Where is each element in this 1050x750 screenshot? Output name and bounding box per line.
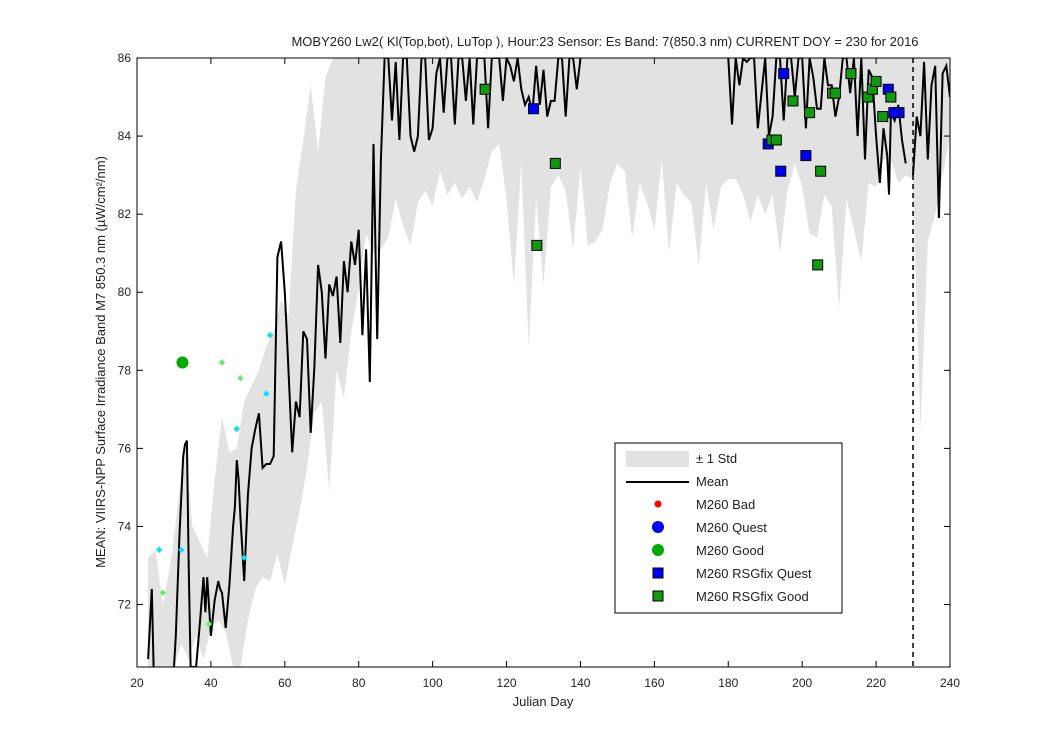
y-tick-label: 86 bbox=[118, 51, 132, 65]
x-tick-label: 80 bbox=[352, 676, 366, 690]
cyan-diamond-marker bbox=[263, 390, 270, 397]
std-band bbox=[148, 58, 950, 667]
legend-good-marker bbox=[652, 544, 664, 556]
rsgfix-quest-marker bbox=[778, 68, 790, 80]
rsgfix-good-marker bbox=[829, 87, 841, 99]
ticks: 20 40 60 80 100 120 140 160 180 200 220 240 72 74 76 78… bbox=[118, 51, 961, 690]
chart-title: MOBY260 Lw2( Kl(Top,bot), LuTop ), Hour:… bbox=[291, 34, 918, 49]
rsgfix-quest-marker bbox=[800, 150, 812, 162]
x-tick-label: 120 bbox=[497, 676, 517, 690]
rsgfix-good-marker bbox=[885, 91, 897, 103]
x-tick-label: 180 bbox=[718, 676, 738, 690]
legend-std-swatch bbox=[626, 451, 689, 467]
x-tick-label: 20 bbox=[130, 676, 144, 690]
y-tick-label: 76 bbox=[118, 441, 132, 455]
plot-frame bbox=[136, 57, 951, 668]
x-tick-label: 100 bbox=[423, 676, 443, 690]
legend-bad-marker bbox=[654, 500, 662, 508]
lightgreen-diamond-marker bbox=[218, 359, 226, 366]
lightgreen-diamond-marker bbox=[205, 620, 213, 628]
legend: ± 1 Std Mean M260 Bad M260 Quest M260 Go… bbox=[614, 442, 843, 614]
legend-rsg-good-label: M260 RSGfix Good bbox=[696, 589, 809, 604]
legend-good-label: M260 Good bbox=[696, 543, 764, 558]
x-tick-label: 60 bbox=[278, 676, 292, 690]
rsgfix-good-marker bbox=[870, 75, 882, 87]
cyan-diamond-marker bbox=[233, 425, 240, 433]
rsgfix-good-marker bbox=[770, 134, 782, 146]
legend-mean-label: Mean bbox=[696, 474, 729, 489]
x-axis-label: Julian Day bbox=[513, 694, 574, 709]
legend-rsg-good-marker bbox=[652, 590, 664, 602]
lightgreen-diamond-marker bbox=[237, 374, 244, 382]
rsgfix-good-marker bbox=[549, 157, 561, 169]
y-tick-label: 82 bbox=[118, 207, 132, 221]
rsgfix-quest-marker bbox=[888, 107, 900, 119]
legend-std-label: ± 1 Std bbox=[696, 451, 737, 466]
rsgfix-good-marker bbox=[815, 165, 827, 177]
x-tick-label: 220 bbox=[866, 676, 886, 690]
y-axis-label: MEAN: VIIRS-NPP Surface Irradiance Band … bbox=[93, 156, 108, 568]
x-tick-label: 160 bbox=[644, 676, 664, 690]
y-tick-label: 78 bbox=[118, 363, 132, 377]
legend-quest-marker bbox=[652, 521, 664, 533]
mean-line bbox=[147, 58, 950, 667]
legend-quest-label: M260 Quest bbox=[696, 520, 767, 535]
legend-rsg-quest-label: M260 RSGfix Quest bbox=[696, 566, 812, 581]
rsgfix-quest-marker bbox=[775, 165, 787, 177]
cyan-diamond-marker bbox=[155, 546, 163, 554]
rsgfix-good-marker bbox=[479, 83, 491, 95]
y-tick-label: 72 bbox=[118, 598, 132, 612]
m260-good-marker bbox=[176, 356, 189, 369]
y-tick-label: 84 bbox=[118, 129, 132, 143]
x-tick-label: 40 bbox=[204, 676, 218, 690]
cyan-diamond-marker bbox=[266, 331, 274, 339]
x-tick-label: 200 bbox=[792, 676, 812, 690]
legend-rsg-quest-marker bbox=[652, 567, 664, 579]
rsgfix-good-marker bbox=[812, 259, 824, 271]
y-tick-label: 74 bbox=[118, 519, 132, 533]
markers bbox=[155, 68, 905, 628]
legend-bad-label: M260 Bad bbox=[696, 497, 755, 512]
rsgfix-quest-marker bbox=[528, 103, 540, 115]
x-tick-label: 140 bbox=[570, 676, 590, 690]
rsgfix-good-marker bbox=[877, 111, 889, 123]
lightgreen-diamond-marker bbox=[159, 589, 167, 597]
y-tick-label: 80 bbox=[118, 285, 132, 299]
cyan-diamond-marker bbox=[178, 546, 185, 554]
rsgfix-good-marker bbox=[787, 95, 799, 107]
rsgfix-good-marker bbox=[804, 107, 816, 119]
x-tick-label: 240 bbox=[940, 676, 960, 690]
cyan-diamond-marker bbox=[240, 554, 248, 561]
rsgfix-good-marker bbox=[845, 68, 857, 80]
rsgfix-good-marker bbox=[531, 239, 543, 251]
